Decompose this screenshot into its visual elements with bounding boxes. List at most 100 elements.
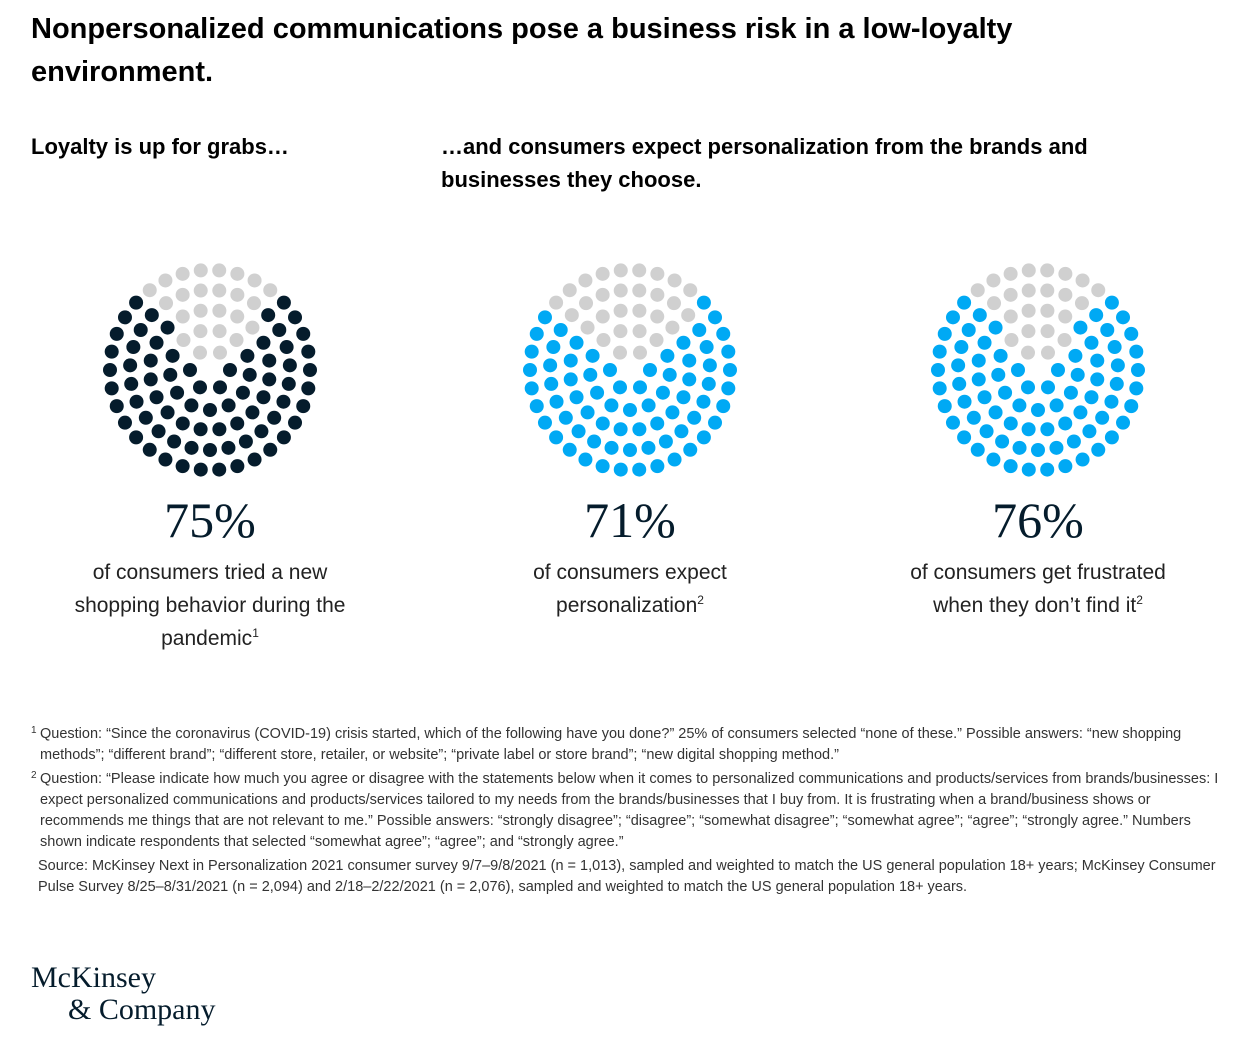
dot-unfilled <box>578 273 593 288</box>
dot-unfilled <box>650 287 665 302</box>
dot-unfilled <box>1021 263 1036 278</box>
dot-unfilled <box>986 273 1001 288</box>
dot-filled <box>633 380 647 395</box>
dot-unfilled <box>212 263 227 278</box>
dot-filled <box>529 399 544 414</box>
dot-filled <box>972 308 987 323</box>
dot-filled <box>650 416 665 431</box>
dot-filled <box>721 381 736 396</box>
dot-filled <box>979 424 994 439</box>
dot-unfilled <box>1021 324 1036 339</box>
dot-unfilled <box>158 273 173 288</box>
dot-unfilled <box>613 263 628 278</box>
dot-filled <box>696 295 711 310</box>
dot-unfilled <box>683 283 698 298</box>
dot-filled <box>632 422 647 437</box>
dot-unfilled <box>1074 296 1089 311</box>
dot-filled <box>143 372 158 387</box>
dot-filled <box>193 462 208 477</box>
dot-unfilled <box>1003 287 1018 302</box>
dot-unfilled <box>632 263 647 278</box>
dot-filled <box>1116 415 1131 430</box>
dot-filled <box>183 363 197 377</box>
dot-filled <box>524 381 539 396</box>
dot-filled <box>123 358 138 373</box>
dot-filled <box>595 416 610 431</box>
stat-panel-shopping-behavior: 75% of consumers tried a new shopping be… <box>0 250 420 655</box>
dot-filled <box>1021 422 1036 437</box>
dot-filled <box>549 394 564 409</box>
dot-filled <box>129 394 144 409</box>
dot-filled <box>937 326 952 341</box>
dot-filled <box>1089 308 1104 323</box>
dot-filled <box>223 363 237 377</box>
dot-unfilled <box>212 303 227 318</box>
dot-filled <box>1124 326 1139 341</box>
dot-filled <box>235 385 250 400</box>
dot-filled <box>221 440 236 455</box>
dot-filled <box>1012 440 1027 455</box>
dot-filled <box>553 323 568 337</box>
dot-unfilled <box>245 320 260 335</box>
stat-text: of consumers expect personalization <box>533 561 727 617</box>
dot-filled <box>655 385 670 400</box>
dot-filled <box>1129 344 1144 359</box>
dot-filled <box>665 405 680 420</box>
dot-filled <box>571 424 586 439</box>
dot-filled <box>1049 398 1064 413</box>
dot-filled <box>641 440 656 455</box>
dot-filled <box>276 430 291 445</box>
dot-unfilled <box>595 266 610 281</box>
dot-unfilled <box>970 283 985 298</box>
dot-unfilled <box>595 309 610 324</box>
dot-filled <box>613 380 627 395</box>
percent-value: 71% <box>584 492 676 548</box>
subtitle-loyalty: Loyalty is up for grabs… <box>31 134 289 159</box>
dot-filled <box>213 380 227 395</box>
dot-filled <box>175 416 190 431</box>
dot-filled <box>104 344 119 359</box>
dot-filled <box>667 452 682 467</box>
dot-filled <box>970 442 985 457</box>
dot-unfilled <box>1003 266 1018 281</box>
dot-filled <box>142 442 157 457</box>
dot-unfilled <box>1003 309 1018 324</box>
dot-filled <box>716 399 731 414</box>
dot-filled <box>537 415 552 430</box>
dot-unfilled <box>230 287 245 302</box>
dot-filled <box>1084 390 1099 405</box>
dot-filled <box>256 390 271 405</box>
dot-unfilled <box>564 308 579 323</box>
dot-filled <box>537 310 552 325</box>
dot-filled <box>103 363 117 377</box>
dot-filled <box>184 398 199 413</box>
dot-filled <box>240 348 255 363</box>
dot-unfilled <box>1040 263 1055 278</box>
dot-filled <box>945 310 960 325</box>
dot-filled <box>632 462 647 477</box>
dot-unfilled <box>159 296 174 311</box>
dot-unfilled <box>667 273 682 288</box>
dot-filled <box>303 363 317 377</box>
dot-filled <box>288 415 303 430</box>
dot-filled <box>986 452 1001 467</box>
dot-filled <box>281 376 296 391</box>
dot-unfilled <box>175 287 190 302</box>
dot-filled <box>957 394 972 409</box>
dot-filled <box>977 390 992 405</box>
dot-filled <box>129 430 144 445</box>
dot-filled <box>643 363 657 377</box>
dot-filled <box>562 442 577 457</box>
dot-filled <box>682 353 697 368</box>
dot-unfilled <box>595 287 610 302</box>
dot-filled <box>662 367 677 382</box>
dot-filled <box>175 459 190 474</box>
dot-unfilled <box>1058 266 1073 281</box>
dot-filled <box>1100 323 1115 337</box>
dot-filled <box>1075 452 1090 467</box>
dot-unfilled <box>632 303 647 318</box>
dot-filled <box>1091 442 1106 457</box>
stat-text: of consumers tried a new shopping behavi… <box>74 561 346 650</box>
dot-filled <box>549 430 564 445</box>
stat-text: of consumers get frustrated when they do… <box>910 561 1166 617</box>
